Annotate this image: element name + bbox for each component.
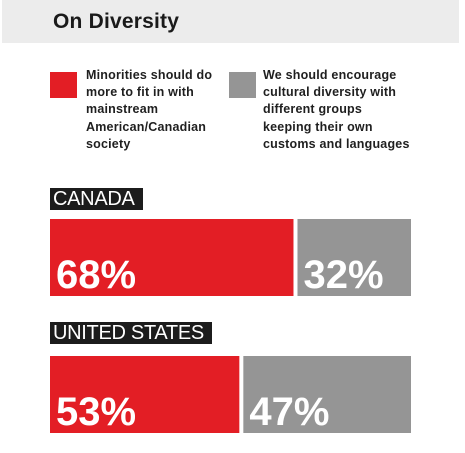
data-label-canada-minorities: 68% <box>56 253 136 297</box>
legend-swatch-diversity <box>229 72 256 98</box>
legend-label-diversity: We should encourage cultural diversity w… <box>263 68 410 151</box>
bar-united-states-minorities <box>50 356 240 433</box>
legend-label-minorities: Minorities should do more to fit in with… <box>86 68 213 151</box>
data-label-united-states-diversity: 47% <box>249 390 329 434</box>
bar-united-states-diversity <box>243 356 411 433</box>
title-banner: On Diversity <box>2 0 459 43</box>
data-label-canada-diversity: 32% <box>303 253 383 297</box>
category-label-united-states: UNITED STATES <box>50 322 212 344</box>
data-label-united-states-minorities: 53% <box>56 390 136 434</box>
bar-canada-diversity <box>297 219 411 296</box>
category-label-canada: CANADA <box>50 188 143 210</box>
bar-canada-minorities <box>50 219 294 296</box>
legend-swatch-minorities <box>50 72 77 98</box>
chart-title: On Diversity <box>53 10 180 33</box>
